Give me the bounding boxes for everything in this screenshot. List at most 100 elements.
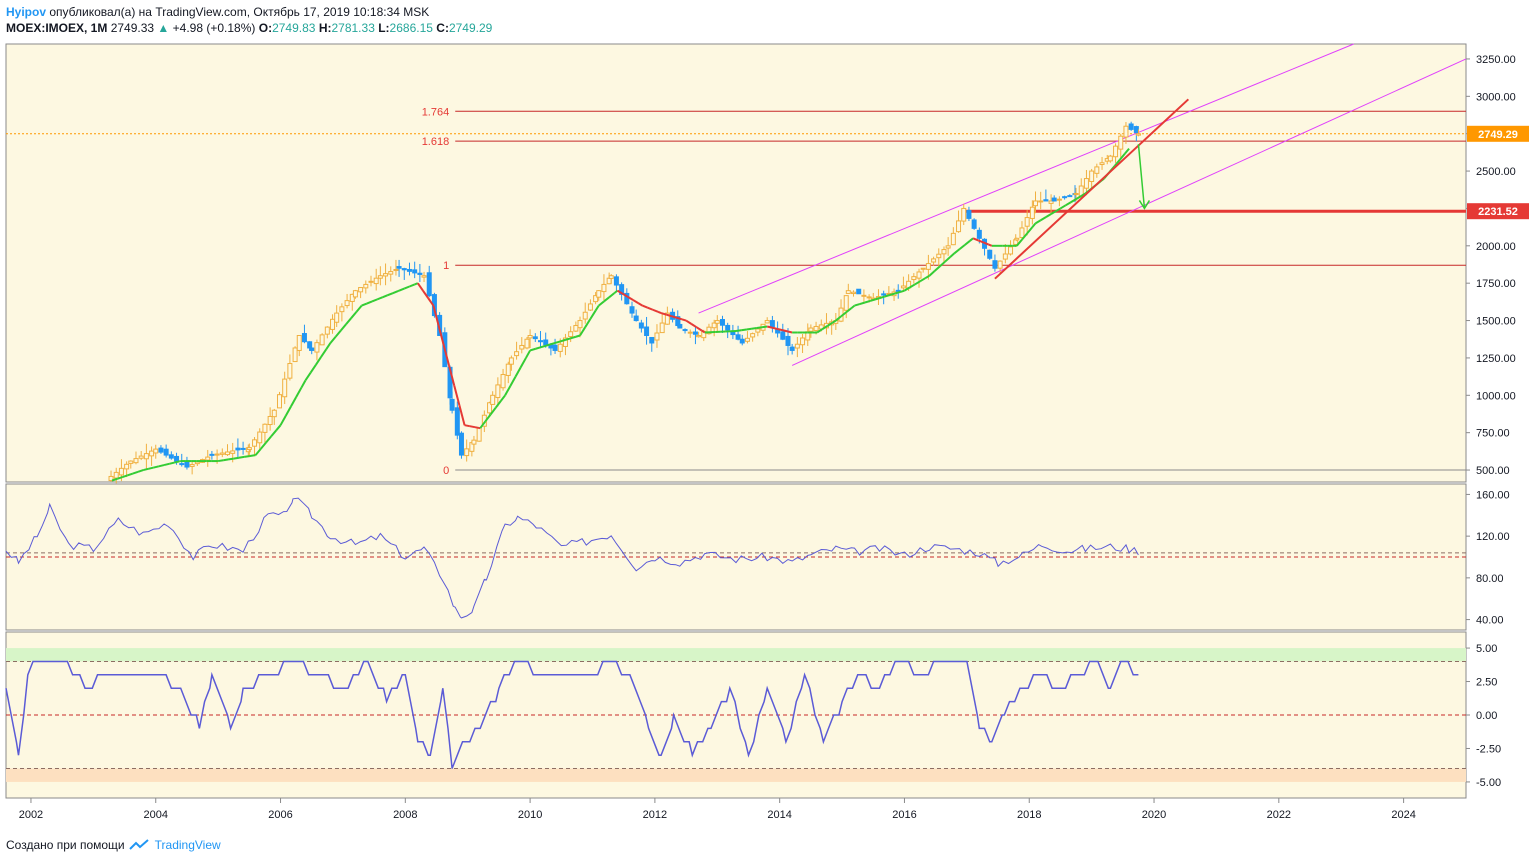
osc1-line[interactable] [5,497,1139,619]
last-price-tag-bg[interactable] [1467,125,1529,142]
candle-body[interactable] [654,332,660,341]
candle-body[interactable] [334,312,340,323]
candle-body[interactable] [1067,195,1073,198]
candle-body[interactable] [916,271,922,279]
candle-body[interactable] [454,407,460,436]
candle-body[interactable] [514,351,520,357]
candle-body[interactable] [789,346,795,351]
candle-body[interactable] [344,300,350,307]
candle-body[interactable] [711,322,717,329]
candle-body[interactable] [971,219,977,229]
candle-body[interactable] [1051,197,1057,202]
candle-body[interactable] [677,323,683,329]
candle-body[interactable] [629,306,635,314]
candle-body[interactable] [769,320,775,328]
candle-body[interactable] [1032,200,1038,207]
candle-body[interactable] [764,320,770,324]
candle-body[interactable] [813,325,819,331]
candle-body[interactable] [739,338,745,344]
candle-body[interactable] [412,269,418,274]
candle-body[interactable] [363,283,369,289]
candle-body[interactable] [1123,125,1129,138]
candle-body[interactable] [1135,133,1141,136]
candle-body[interactable] [324,326,330,335]
candle-body[interactable] [292,347,298,363]
candle-body[interactable] [209,453,215,456]
candle-body[interactable] [843,295,849,311]
candle-body[interactable] [282,378,288,398]
candle-body[interactable] [421,275,427,278]
candle-body[interactable] [976,229,982,239]
candle-body[interactable] [393,268,399,271]
candle-body[interactable] [606,277,612,285]
candle-body[interactable] [532,336,538,340]
candle-body[interactable] [596,290,602,298]
candle-body[interactable] [649,336,655,344]
candle-body[interactable] [352,290,358,298]
candle-body[interactable] [471,439,477,445]
candle-body[interactable] [1094,166,1100,174]
candle-body[interactable] [936,253,942,259]
candle-body[interactable] [1128,123,1134,130]
candle-body[interactable] [925,263,931,270]
candle-body[interactable] [487,402,493,414]
candle-body[interactable] [719,319,725,326]
candle-body[interactable] [271,409,277,418]
candle-body[interactable] [138,455,144,459]
candle-body[interactable] [992,260,998,269]
candle-body[interactable] [383,273,389,277]
candle-body[interactable] [163,448,169,456]
candle-body[interactable] [505,363,511,376]
candle-body[interactable] [319,334,325,346]
candle-body[interactable] [373,277,379,285]
candle-body[interactable] [931,258,937,263]
candle-body[interactable] [582,311,588,320]
candle-body[interactable] [339,306,345,313]
candle-body[interactable] [168,454,174,459]
candle-body[interactable] [845,290,851,294]
candle-body[interactable] [219,452,225,455]
candle-body[interactable] [388,271,394,275]
candle-body[interactable] [252,439,258,447]
candle-body[interactable] [118,467,124,476]
candle-body[interactable] [230,450,236,454]
candle-body[interactable] [956,220,962,233]
candle-body[interactable] [1062,196,1068,199]
candle-body[interactable] [113,471,119,479]
candle-body[interactable] [358,287,364,293]
candle-body[interactable] [920,267,926,270]
candle-body[interactable] [696,335,702,338]
candle-body[interactable] [490,394,496,405]
candle-body[interactable] [997,260,1003,269]
candle-body[interactable] [568,331,574,338]
candle-body[interactable] [1029,206,1035,219]
candle-body[interactable] [301,333,307,343]
candle-body[interactable] [895,289,901,292]
candle-body[interactable] [267,415,273,426]
candle-body[interactable] [276,394,282,409]
candle-body[interactable] [562,337,568,347]
candle-body[interactable] [495,384,501,399]
candle-body[interactable] [426,272,432,297]
candle-body[interactable] [1118,135,1124,150]
candle-body[interactable] [194,461,200,465]
candle-body[interactable] [235,447,241,451]
candle-body[interactable] [287,363,293,379]
candle-body[interactable] [543,339,549,346]
candle-body[interactable] [524,338,530,349]
candle-body[interactable] [307,341,313,349]
candle-body[interactable] [153,448,159,454]
candle-body[interactable] [296,335,302,351]
candle-body[interactable] [527,335,533,339]
candle-body[interactable] [224,451,230,456]
level-price-tag-bg[interactable] [1467,203,1529,220]
candle-body[interactable] [1133,126,1139,134]
candle-body[interactable] [214,453,220,456]
candle-body[interactable] [396,266,402,269]
candle-body[interactable] [1083,178,1089,189]
candle-body[interactable] [664,312,670,325]
candle-body[interactable] [552,344,558,351]
candle-body[interactable] [961,207,967,222]
candle-body[interactable] [1024,217,1030,227]
